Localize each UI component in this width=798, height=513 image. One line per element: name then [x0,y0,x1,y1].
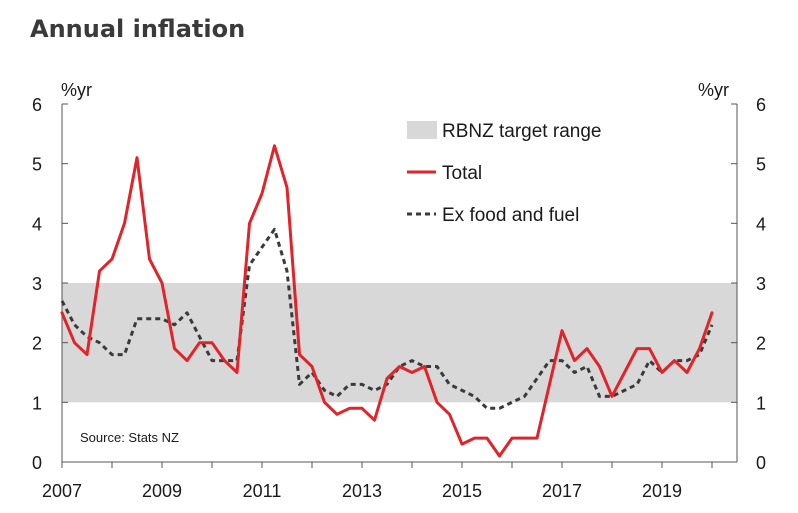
y-tick-label-left: 4 [32,214,42,234]
x-tick-label: 2015 [442,481,482,501]
series-line-total [60,144,714,458]
y-tick-label-left: 2 [32,334,42,354]
y-axis-left-unit: %yr [61,80,92,100]
chart-title: Annual inflation [30,15,245,43]
y-tick-label-right: 3 [756,274,766,294]
target-range-band [62,283,737,403]
y-tick-label-left: 0 [32,453,42,473]
x-tick-label: 2017 [542,481,582,501]
legend-swatch-target-range [407,121,437,139]
y-tick-label-left: 3 [32,274,42,294]
y-axis-right-unit: %yr [698,80,729,100]
source-note: Source: Stats NZ [80,430,179,445]
legend-label-ex-food-fuel: Ex food and fuel [442,205,579,226]
y-tick-label-right: 1 [756,393,766,413]
y-tick-label-right: 2 [756,334,766,354]
x-tick-label: 2013 [342,481,382,501]
y-tick-label-left: 5 [32,155,42,175]
legend-label-total: Total [442,163,482,184]
y-tick-label-right: 0 [756,453,766,473]
legend-label-target-range: RBNZ target range [442,121,601,142]
x-tick-label: 2011 [243,481,282,501]
y-tick-label-left: 1 [32,393,42,413]
x-tick-label: 2009 [142,481,182,501]
series-line-ex-food-fuel [60,227,714,410]
y-tick-label-left: 6 [32,95,42,115]
x-tick-label: 2019 [642,481,682,501]
y-tick-label-right: 5 [756,155,766,175]
y-tick-label-right: 4 [756,214,766,234]
x-tick-label: 2007 [42,481,82,501]
legend: RBNZ target range Total Ex food and fuel [407,121,601,226]
y-tick-label-right: 6 [756,95,766,115]
